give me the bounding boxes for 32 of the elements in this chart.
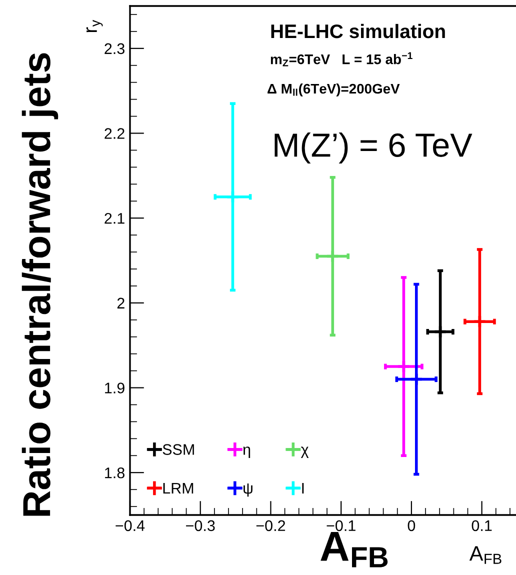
legend-label: LRM (163, 482, 194, 494)
y-tick-label: 2 (117, 298, 124, 308)
x-tick-label: −0.4 (116, 520, 145, 532)
point (226, 190, 240, 204)
annotation: Δ M$_{ll}$(6TeV)=200GeV (268, 83, 400, 96)
text: A$_{FB}$ (320, 532, 388, 568)
legend-label: ψ (244, 484, 252, 497)
point (326, 249, 340, 264)
point (396, 360, 411, 374)
point (409, 372, 424, 386)
y-tick-label: 1.8 (105, 467, 124, 478)
legend-label: η (243, 446, 250, 458)
x-axis-title: A$_{FB}$ (469, 546, 502, 564)
text: Ratio central/forward jets (22, 53, 58, 516)
x-tick-label: −0.3 (186, 520, 215, 532)
x-tick-label: 0.1 (472, 520, 492, 532)
legend-label: SSM (162, 444, 194, 455)
annotation: m$_{Z}$=6TeV L = 15 ab$^{−1}$ (270, 52, 412, 66)
annotation: HE-LHC simulation (271, 24, 445, 38)
annotation: M(Z’) = 6 TeV (274, 132, 472, 164)
x-tick-label: −0.1 (326, 520, 356, 532)
legend-label: χ (300, 446, 309, 458)
y-tick-label: 2.2 (104, 128, 124, 139)
legend-label: I (302, 482, 304, 494)
x-tick-label: −0.2 (256, 520, 286, 532)
y-tick-label: 2.1 (104, 212, 124, 224)
point (433, 324, 448, 339)
y-tick-label: 1.9 (105, 382, 124, 394)
y-tick-label: 2.3 (104, 43, 124, 54)
point (472, 314, 487, 329)
x-tick-label: 0 (408, 520, 416, 532)
y-axis-title: r$_{y}$ (86, 20, 103, 32)
